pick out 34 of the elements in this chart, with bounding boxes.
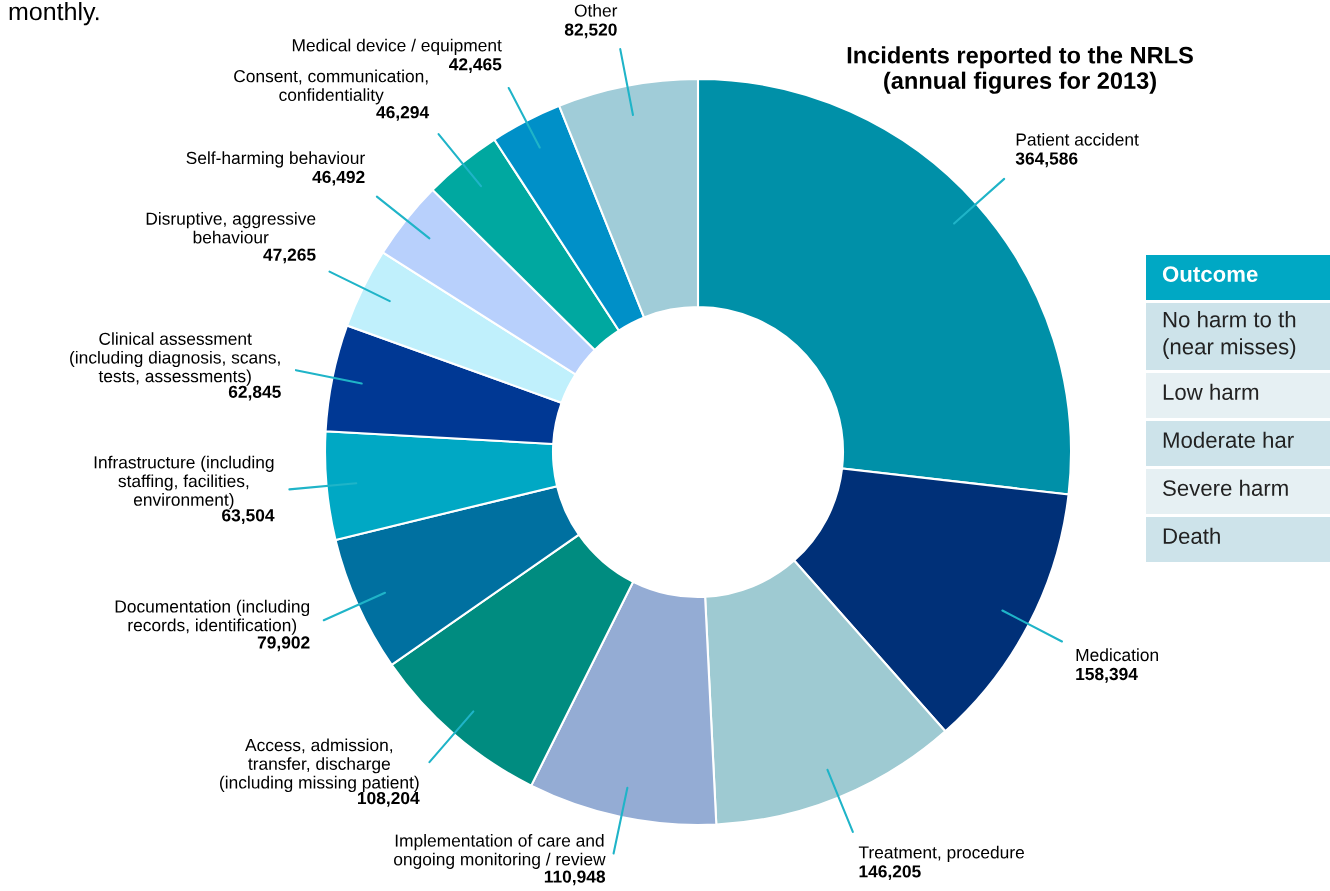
slice-label: Treatment, procedure — [858, 845, 1024, 862]
slice-label: Infrastructure (including staffing, facilities, environment) — [94, 455, 274, 510]
slice-label: Self-harming behaviour — [186, 151, 365, 168]
data-label: 158,394 — [1076, 667, 1138, 683]
slice-label: Medical device / equipment — [292, 38, 502, 55]
text: Moderate har — [1163, 431, 1294, 448]
data-label: 108,204 — [358, 791, 420, 807]
data-label: 46,492 — [312, 170, 365, 186]
data-label: 110,948 — [544, 870, 606, 886]
text: Outcome — [1162, 266, 1258, 282]
data-label: 146,205 — [859, 865, 921, 881]
slice-label: Other — [574, 4, 618, 17]
slice-label: Consent, communication, confidentiality — [234, 69, 428, 105]
text: Low harm — [1163, 383, 1259, 400]
data-label: 42,465 — [449, 58, 502, 73]
data-label: 63,504 — [222, 509, 275, 524]
data-label: 47,265 — [263, 248, 316, 264]
slice-label: Implementation of care and ongoing monitoring / review — [394, 834, 606, 869]
slice-label: Patient accident — [1016, 132, 1139, 146]
data-label: 364,586 — [1015, 152, 1078, 168]
data-label: 79,902 — [257, 636, 310, 652]
text: Severe harm — [1163, 479, 1288, 496]
slice-label: Access, admission, transfer, discharge (including missing patient) — [220, 738, 419, 793]
data-label: 82,520 — [564, 23, 617, 39]
slice-label: Disruptive, aggressive behaviour — [146, 212, 316, 244]
text: Incidents reported to the NRLS (annual figures for 2013) — [847, 46, 1193, 94]
text: No harm to th (near misses) — [1163, 311, 1296, 359]
data-label: 46,294 — [376, 106, 430, 121]
text: monthly. — [9, 2, 99, 26]
slice-label: Medication — [1076, 648, 1158, 662]
text: Death — [1163, 527, 1220, 544]
slice-label: Clinical assessment (including diagnosis, scans, tests, assessments) — [70, 332, 280, 386]
slice-label: Documentation (including records, identification) — [115, 599, 310, 635]
data-label: 62,845 — [228, 385, 281, 401]
